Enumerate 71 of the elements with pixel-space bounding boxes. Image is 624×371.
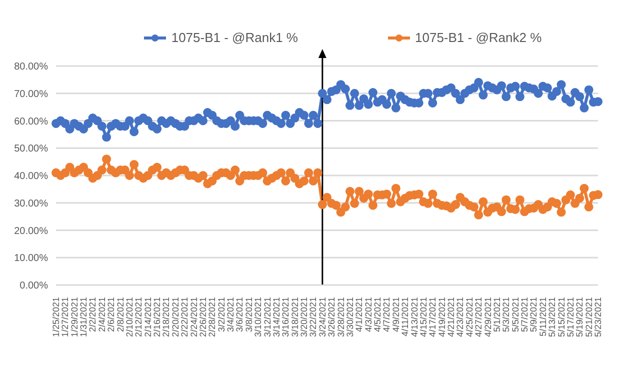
- x-tick-label: 4/19/2021: [436, 297, 447, 338]
- x-tick-label: 4/23/2021: [455, 297, 466, 338]
- x-tick-label: 5/1/2021: [492, 297, 502, 332]
- x-tick-label: 5/7/2021: [520, 297, 530, 332]
- x-tick-label: 2/14/2021: [142, 297, 153, 338]
- legend-label: 1075-B1 - @Rank2 %: [415, 30, 542, 45]
- x-tick-label: 4/7/2021: [382, 297, 392, 332]
- x-tick-label: 3/18/2021: [290, 297, 300, 338]
- x-tick-label: 4/21/2021: [446, 297, 456, 338]
- legend-label: 1075-B1 - @Rank1 %: [171, 30, 298, 45]
- x-tick-label: 3/6/2021: [234, 297, 245, 332]
- x-tick-label: 1/27/2021: [60, 297, 70, 338]
- x-tick-label: 4/3/2021: [363, 297, 374, 332]
- x-tick-label: 4/1/2021: [354, 297, 364, 332]
- y-tick-label: 80.00%: [14, 62, 48, 73]
- x-tick-label: 2/12/2021: [134, 297, 144, 338]
- x-tick-label: 5/13/2021: [547, 297, 558, 338]
- x-tick-label: 5/3/2021: [501, 297, 512, 332]
- y-tick-label: 70.00%: [14, 88, 48, 100]
- x-tick-label: 5/23/2021: [593, 297, 603, 338]
- y-tick-label: 30.00%: [14, 198, 48, 210]
- x-tick-label: 4/11/2021: [400, 297, 410, 336]
- x-tick-label: 3/10/2021: [253, 297, 264, 338]
- x-tick-label: 4/9/2021: [390, 297, 401, 332]
- x-tick-label: 4/15/2021: [418, 297, 428, 338]
- x-tick-label: 1/31/2021: [78, 297, 89, 338]
- y-tick-label: 20.00%: [14, 226, 48, 237]
- x-tick-label: 2/18/2021: [161, 297, 172, 338]
- x-tick-label: 4/25/2021: [464, 297, 474, 338]
- x-tick-label: 4/17/2021: [428, 297, 438, 338]
- x-tick-label: 5/11/2021: [538, 297, 548, 336]
- x-tick-label: 2/8/2021: [115, 297, 126, 332]
- x-tick-label: 5/5/2021: [510, 297, 520, 332]
- x-tick-label: 2/28/2021: [207, 297, 218, 338]
- x-tick-label: 5/21/2021: [584, 297, 594, 338]
- x-tick-label: 4/13/2021: [409, 297, 420, 338]
- x-tick-label: 3/16/2021: [280, 297, 291, 338]
- y-tick-label: 60.00%: [14, 116, 48, 128]
- x-tick-label: 1/29/2021: [69, 297, 80, 338]
- x-tick-label: 3/12/2021: [262, 297, 272, 338]
- x-tick-label: 3/4/2021: [226, 297, 236, 332]
- y-tick-label: 10.00%: [14, 253, 48, 264]
- y-tick-label: 40.00%: [14, 171, 48, 182]
- y-tick-label: 50.00%: [14, 144, 48, 155]
- x-tick-label: 3/24/2021: [317, 297, 328, 338]
- x-tick-label: 2/4/2021: [96, 297, 107, 332]
- x-tick-label: 2/2/2021: [88, 297, 98, 332]
- x-tick-label: 2/10/2021: [124, 297, 134, 338]
- x-tick-label: 3/14/2021: [271, 297, 282, 338]
- x-tick-label: 3/2/2021: [216, 297, 226, 332]
- x-tick-label: 5/19/2021: [574, 297, 585, 338]
- x-tick-label: 2/24/2021: [188, 297, 199, 338]
- x-tick-label: 3/30/2021: [344, 297, 355, 338]
- x-tick-label: 3/8/2021: [244, 297, 254, 332]
- x-tick-label: 3/28/2021: [336, 297, 346, 338]
- x-tick-label: 2/26/2021: [198, 297, 208, 338]
- x-tick-label: 5/15/2021: [556, 297, 566, 338]
- x-tick-label: 2/6/2021: [106, 297, 116, 332]
- x-tick-label: 5/17/2021: [565, 297, 576, 338]
- x-tick-label: 4/27/2021: [474, 297, 484, 338]
- x-tick-label: 1/25/2021: [51, 297, 61, 338]
- x-tick-label: 3/26/2021: [326, 297, 337, 338]
- x-tick-label: 4/5/2021: [372, 297, 383, 332]
- x-tick-label: 5/9/2021: [528, 297, 539, 332]
- x-tick-label: 3/20/2021: [299, 297, 310, 338]
- x-tick-label: 4/29/2021: [482, 297, 493, 338]
- x-tick-label: 3/22/2021: [308, 297, 318, 338]
- x-tick-label: 2/16/2021: [152, 297, 162, 338]
- y-tick-label: 0.00%: [20, 280, 48, 292]
- x-tick-label: 2/22/2021: [180, 297, 190, 338]
- x-tick-label: 2/20/2021: [170, 297, 180, 338]
